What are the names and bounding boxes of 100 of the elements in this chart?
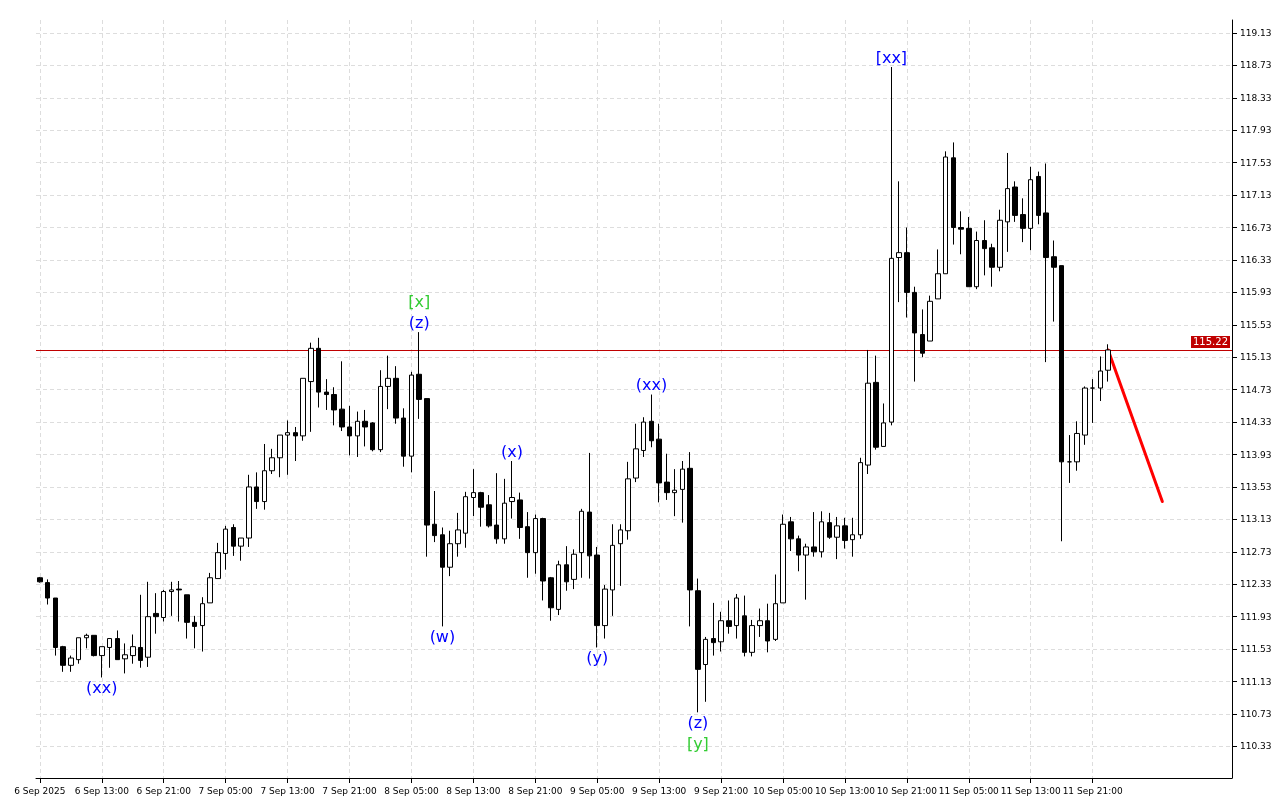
candlestick bbox=[401, 407, 406, 468]
candlestick bbox=[564, 545, 569, 592]
candlestick bbox=[308, 342, 314, 433]
y-tick-label: 110.73 bbox=[1240, 708, 1272, 719]
candlestick bbox=[556, 560, 561, 616]
candlestick bbox=[130, 634, 136, 665]
candlestick bbox=[687, 451, 693, 627]
candlestick bbox=[1098, 355, 1103, 402]
ref-line-label: 115.22 bbox=[1193, 336, 1228, 348]
annotation: (z) bbox=[408, 312, 430, 332]
candlestick bbox=[533, 514, 538, 575]
candlestick bbox=[76, 637, 81, 665]
candlestick bbox=[664, 453, 670, 501]
candlestick bbox=[865, 349, 871, 475]
candlestick bbox=[184, 594, 190, 640]
candlestick bbox=[478, 491, 484, 528]
candlestick bbox=[362, 409, 368, 447]
candlestick bbox=[84, 633, 89, 649]
candlestick bbox=[649, 394, 654, 448]
candlestick bbox=[858, 457, 863, 540]
candlestick bbox=[463, 491, 468, 549]
candlestick bbox=[548, 576, 554, 622]
candlestick bbox=[757, 608, 763, 638]
candlestick bbox=[176, 580, 182, 623]
candlestick bbox=[99, 646, 105, 678]
candlestick bbox=[873, 355, 879, 451]
candlestick bbox=[502, 478, 507, 545]
y-tick-label: 115.93 bbox=[1240, 287, 1272, 298]
candlestick bbox=[958, 210, 964, 255]
candlestick bbox=[943, 150, 948, 275]
candlestick bbox=[393, 365, 399, 425]
candlestick bbox=[385, 355, 391, 410]
candlestick bbox=[594, 546, 600, 648]
x-tick-label: 8 Sep 13:00 bbox=[446, 785, 501, 796]
candlestick bbox=[827, 512, 832, 540]
annotation: (z) bbox=[687, 712, 709, 732]
candlestick bbox=[850, 517, 855, 558]
y-tick-label: 113.53 bbox=[1240, 481, 1272, 492]
candlestick bbox=[1043, 162, 1049, 363]
candlestick bbox=[262, 443, 267, 511]
candlestick bbox=[780, 514, 786, 604]
annotation: (xx) bbox=[86, 677, 118, 697]
candlestick bbox=[254, 471, 259, 510]
candlestick bbox=[339, 360, 345, 432]
y-tick-label: 114.73 bbox=[1240, 384, 1272, 395]
candlestick bbox=[803, 543, 809, 601]
candlestick bbox=[703, 636, 708, 703]
candlestick bbox=[726, 599, 732, 635]
candlestick bbox=[215, 542, 221, 580]
candlestick bbox=[200, 596, 205, 653]
candlestick bbox=[718, 611, 724, 653]
candlestick bbox=[331, 386, 337, 426]
y-tick-label: 113.93 bbox=[1240, 449, 1272, 460]
annotation: [y] bbox=[686, 733, 709, 753]
candlestick bbox=[1020, 197, 1026, 243]
candlestick bbox=[571, 548, 577, 590]
y-tick-label: 112.33 bbox=[1240, 579, 1272, 590]
candlestick bbox=[161, 589, 166, 623]
candlestick bbox=[509, 460, 515, 520]
candlestick bbox=[285, 419, 290, 476]
candlestick bbox=[966, 216, 972, 288]
candlestick bbox=[625, 461, 631, 541]
candlestick bbox=[525, 511, 530, 579]
candlestick bbox=[416, 331, 422, 420]
candlestick bbox=[982, 219, 987, 276]
candlestick bbox=[680, 460, 685, 524]
y-tick-label: 119.13 bbox=[1240, 27, 1272, 38]
candlestick bbox=[192, 615, 197, 649]
x-tick-label: 7 Sep 05:00 bbox=[198, 785, 254, 796]
candlestick bbox=[610, 523, 615, 617]
candlestick bbox=[153, 592, 159, 635]
candlestick bbox=[355, 411, 360, 458]
candlestick bbox=[749, 619, 755, 657]
candlestick bbox=[579, 508, 584, 579]
y-tick-label: 112.73 bbox=[1240, 546, 1272, 557]
candlestick bbox=[842, 517, 848, 550]
candlestick bbox=[1082, 385, 1088, 446]
candlestick bbox=[37, 576, 43, 584]
candlestick bbox=[1067, 434, 1072, 484]
candlestick bbox=[1105, 343, 1111, 383]
candlestick bbox=[773, 574, 778, 642]
candlestick bbox=[927, 295, 933, 342]
candlestick bbox=[455, 512, 461, 558]
candlestick bbox=[742, 595, 747, 657]
candlestick bbox=[734, 593, 739, 640]
candlestick bbox=[788, 516, 794, 552]
x-tick-label: 10 Sep 05:00 bbox=[752, 785, 814, 796]
candlestick bbox=[293, 426, 298, 462]
candlestick bbox=[1005, 152, 1010, 253]
candlestick bbox=[641, 416, 646, 458]
y-tick-label: 117.53 bbox=[1240, 157, 1272, 168]
x-tick-label: 10 Sep 13:00 bbox=[814, 785, 876, 796]
candlestick bbox=[138, 594, 143, 669]
candlestick bbox=[91, 634, 97, 657]
x-tick-label: 8 Sep 05:00 bbox=[384, 785, 439, 796]
candlestick bbox=[447, 530, 453, 577]
x-tick-label: 11 Sep 13:00 bbox=[1000, 785, 1062, 796]
x-tick-label: 6 Sep 13:00 bbox=[74, 785, 130, 796]
candlestick bbox=[316, 337, 321, 409]
y-tick-label: 115.13 bbox=[1240, 352, 1272, 363]
